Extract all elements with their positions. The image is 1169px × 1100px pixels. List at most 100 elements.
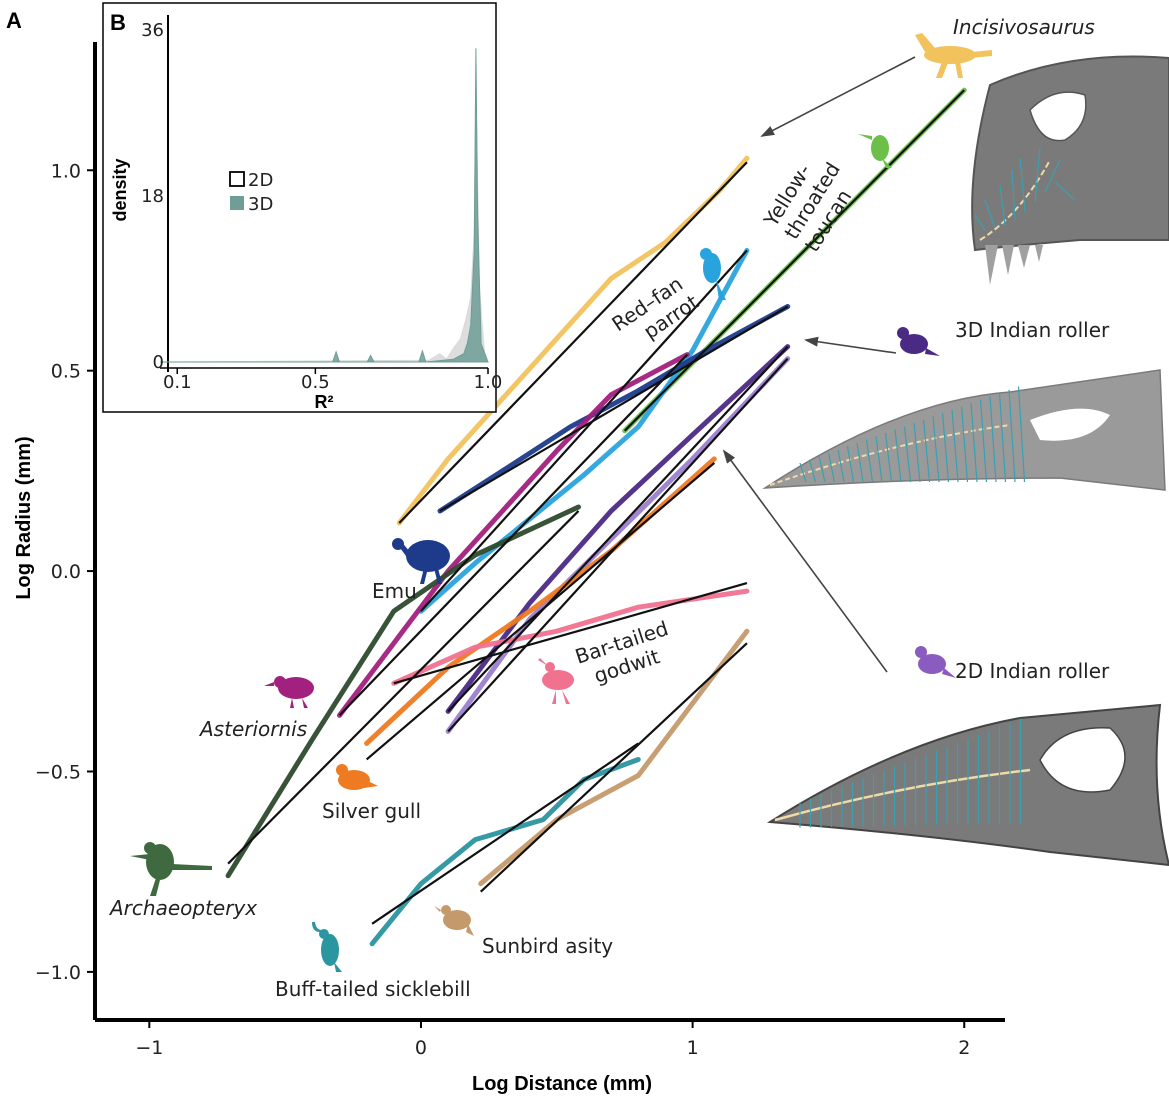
- series-line-asteriornis: [337, 352, 690, 718]
- sunbird-asity-icon: [434, 905, 474, 936]
- label-asteriornis: Asteriornis: [198, 717, 307, 741]
- sicklebill-icon: [312, 922, 342, 972]
- legend-label-2d: 2D: [248, 170, 273, 191]
- 2d-indian-roller-icon: [915, 646, 956, 678]
- inset-y-ticks: 0 18 36: [141, 20, 164, 373]
- 3d-beak-rib: [960, 406, 969, 483]
- arrow-2d-indian-roller: [722, 449, 888, 673]
- label-incisivosaurus: Incisivosaurus: [953, 15, 1095, 39]
- main-axes: −1 0 1 2 −1.0 −0.5 0.0 0.5 1.0 Log Distance (mm…: [13, 42, 1005, 1095]
- density-area-2d: [159, 85, 489, 363]
- inset-x-ticks: 0.1 0.5 1.0: [163, 368, 502, 393]
- 2d-beak-ribs: [799, 718, 1022, 828]
- 3d-indian-roller-icon: [897, 327, 940, 356]
- legend-swatch-2d: [229, 171, 245, 187]
- incisivosaurus-skull-illustration: [971, 55, 1169, 285]
- fit-line-asteriornis: [338, 353, 688, 717]
- parrot-icon: [700, 248, 726, 300]
- series-line-3d-indian-roller: [445, 344, 791, 714]
- label-yellow-throated-toucan: Yellow- throated toucan: [758, 140, 868, 257]
- panel-b-letter: B: [110, 10, 126, 35]
- inset-x-axis-title: R²: [315, 392, 334, 412]
- label-buff-tailed-sicklebill: Buff-tailed sicklebill: [275, 977, 471, 1001]
- inset-x-tick-label: 0.1: [163, 372, 192, 393]
- series-line-2d-indian-roller: [445, 356, 791, 734]
- density-area-3d: [160, 48, 489, 363]
- fit-line-yellow-throated-toucan: [623, 89, 966, 432]
- label-2d-indian-roller: 2D Indian roller: [955, 659, 1110, 683]
- 3d-beak-rib: [998, 393, 1007, 483]
- label-emu: Emu: [372, 579, 417, 603]
- x-tick-label: 2: [958, 1037, 970, 1059]
- 3d-beak-rib: [837, 449, 845, 483]
- 3d-beak-rib: [951, 409, 959, 483]
- fit-line-silver-gull: [365, 462, 716, 761]
- 3d-beak-rib: [932, 416, 940, 483]
- series-line-sunbird-asity: [478, 628, 750, 887]
- x-tick-label: 0: [415, 1037, 427, 1059]
- 3d-beak-ribs: [799, 386, 1026, 483]
- arrow-3d-indian-roller: [804, 336, 897, 354]
- y-tick-label: −1.0: [35, 962, 81, 984]
- inset-y-tick-label: 36: [141, 20, 164, 41]
- 3d-beak-rib: [913, 423, 921, 483]
- x-tick-label: 1: [687, 1037, 699, 1059]
- 3d-beak-rib: [875, 436, 883, 483]
- 3d-beak-rib: [827, 452, 836, 483]
- 3d-beak-rib: [818, 456, 826, 483]
- series-line-red-fan-parrot: [418, 247, 750, 614]
- y-tick-label: 0.0: [51, 561, 81, 583]
- 3d-beak-rib: [884, 433, 893, 483]
- fit-line-3d-indian-roller: [447, 345, 789, 713]
- legend-swatch-3d: [230, 196, 244, 210]
- 3d-beak-rib: [941, 413, 950, 483]
- 3d-beak-rib: [894, 429, 902, 483]
- fit-line-sunbird-asity: [479, 642, 748, 893]
- label-3d-indian-roller: 3D Indian roller: [955, 318, 1110, 342]
- label-sunbird-asity: Sunbird asity: [482, 934, 613, 958]
- inset-legend: 2D 3D: [229, 170, 273, 215]
- inset-x-tick-label: 1.0: [474, 372, 503, 393]
- series-line-buff-tailed-sicklebill: [369, 757, 641, 947]
- bird-silhouettes: [130, 33, 992, 972]
- 3d-beak-illustration: [762, 369, 1166, 491]
- fit-line-buff-tailed-sicklebill: [371, 742, 639, 925]
- series-line-bar-tailed-godwit: [391, 588, 750, 686]
- y-ticks: −1.0 −0.5 0.0 0.5 1.0: [35, 160, 95, 984]
- y-tick-label: 1.0: [51, 160, 81, 182]
- inset-y-axis-title: density: [110, 158, 130, 221]
- inset-panel-b: B 0.1 0.5 1.0 0 18 36 density R² 2D 3D: [102, 2, 502, 413]
- 3d-beak-rib: [1008, 389, 1016, 483]
- toucan-icon: [858, 134, 892, 168]
- 3d-beak-rib: [989, 396, 997, 483]
- inset-frame: [102, 2, 497, 413]
- x-axis-title: Log Distance (mm): [472, 1073, 652, 1095]
- 3d-beak-rib: [808, 459, 817, 483]
- label-bar-tailed-godwit: Bar-tailed godwit: [572, 614, 685, 691]
- silver-gull-icon: [336, 764, 378, 790]
- fit-line-bar-tailed-godwit: [393, 582, 748, 685]
- 3d-beak-rib: [799, 462, 807, 483]
- x-ticks: −1 0 1 2: [135, 1020, 970, 1059]
- 3d-beak-rib: [970, 403, 978, 483]
- x-tick-label: −1: [135, 1037, 163, 1059]
- fit-line-red-fan-parrot: [420, 249, 748, 612]
- asteriornis-icon: [264, 676, 314, 708]
- beak-illustrations: [762, 55, 1169, 867]
- 2d-beak-illustration: [766, 703, 1169, 867]
- 3d-beak-rib: [865, 439, 874, 483]
- y-tick-label: −0.5: [35, 761, 81, 783]
- y-tick-label: 0.5: [51, 361, 81, 383]
- 3d-beak-rib: [979, 399, 988, 483]
- emu-icon: [392, 538, 450, 584]
- label-archaeopteryx: Archaeopteryx: [108, 896, 257, 920]
- arrow-incisivosaurus: [760, 56, 916, 137]
- inset-x-tick-label: 0.5: [301, 372, 330, 393]
- series-layer: [225, 87, 967, 947]
- inset-y-tick-label: 18: [141, 186, 164, 207]
- annotation-arrows: [722, 56, 916, 673]
- fit-line-incisivosaurus: [398, 161, 748, 524]
- 3d-beak-rib: [856, 442, 864, 483]
- 3d-beak-rib: [903, 426, 912, 483]
